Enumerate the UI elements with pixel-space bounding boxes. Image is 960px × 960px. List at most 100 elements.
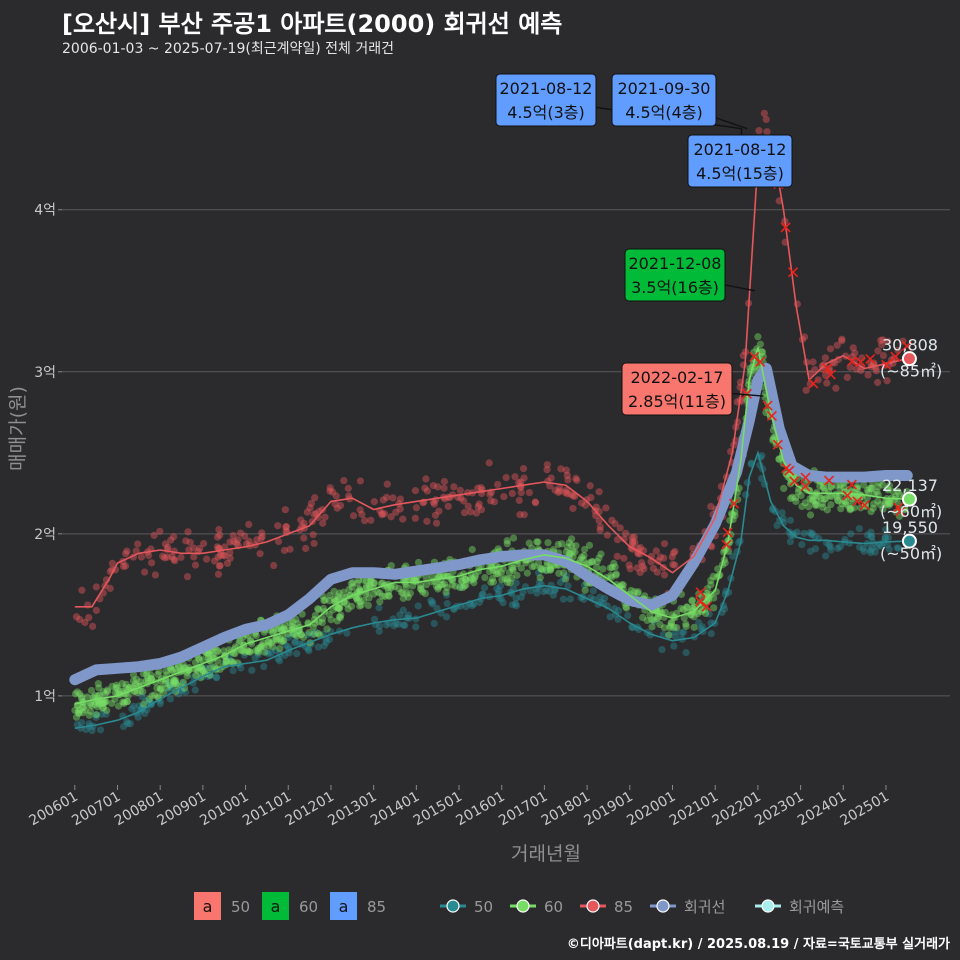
cross-marker bbox=[852, 496, 863, 507]
source-caption: ©디아파트(dapt.kr) / 2025.08.19 / 자료=국토교통부 실… bbox=[566, 937, 950, 952]
scatter-point bbox=[148, 692, 156, 700]
scatter-point bbox=[237, 647, 245, 655]
scatter-point bbox=[418, 588, 427, 596]
scatter-point bbox=[254, 648, 262, 656]
scatter-point bbox=[126, 683, 134, 692]
scatter-point bbox=[321, 513, 329, 521]
scatter-point bbox=[223, 657, 231, 665]
scatter-point bbox=[300, 519, 308, 527]
scatter-point bbox=[710, 604, 718, 612]
scatter-point bbox=[494, 570, 502, 578]
scatter-point bbox=[666, 622, 675, 630]
scatter-point bbox=[689, 604, 697, 612]
scatter-point bbox=[800, 529, 808, 538]
scatter-point bbox=[876, 501, 884, 509]
scatter-point bbox=[122, 550, 130, 558]
scatter-point bbox=[509, 566, 517, 574]
scatter-point bbox=[100, 697, 109, 705]
scatter-point bbox=[169, 680, 178, 688]
y-tick-label: 3억 bbox=[34, 365, 56, 381]
scatter-point bbox=[216, 531, 224, 539]
scatter-point bbox=[867, 532, 875, 540]
scatter-point bbox=[168, 552, 176, 561]
scatter-point bbox=[648, 616, 656, 624]
annotation-box bbox=[624, 248, 726, 302]
scatter-point bbox=[450, 483, 458, 491]
scatter-point bbox=[258, 529, 266, 537]
scatter-point bbox=[494, 545, 502, 553]
scatter-point bbox=[703, 585, 711, 593]
scatter-point bbox=[259, 639, 267, 647]
scatter-point bbox=[430, 619, 438, 628]
cross-marker bbox=[749, 351, 760, 362]
scatter-point bbox=[502, 473, 510, 482]
scatter-point bbox=[881, 534, 889, 542]
scatter-point bbox=[156, 686, 165, 694]
scatter-point bbox=[757, 474, 766, 483]
scatter-point bbox=[840, 497, 848, 505]
scatter-point bbox=[595, 517, 603, 525]
scatter-point bbox=[863, 486, 871, 494]
scatter-point bbox=[470, 600, 478, 608]
scatter-point bbox=[83, 693, 91, 701]
scatter-point bbox=[556, 578, 565, 587]
scatter-point bbox=[530, 562, 539, 570]
scatter-point bbox=[569, 492, 577, 500]
scatter-point bbox=[200, 539, 208, 548]
scatter-point bbox=[269, 627, 277, 635]
scatter-point bbox=[883, 377, 891, 385]
scatter-point bbox=[129, 702, 138, 710]
scatter-point bbox=[546, 561, 555, 570]
scatter-point bbox=[320, 596, 328, 605]
scatter-point bbox=[169, 675, 177, 683]
scatter-point bbox=[280, 546, 289, 555]
scatter-point bbox=[123, 718, 131, 726]
scatter-point bbox=[859, 544, 867, 553]
end-label-unit: (~60㎡) bbox=[880, 502, 942, 521]
scatter-point bbox=[440, 571, 448, 579]
scatter-point bbox=[881, 498, 889, 506]
scatter-point bbox=[161, 554, 169, 562]
scatter-point bbox=[481, 573, 489, 582]
scatter-point bbox=[556, 487, 564, 495]
scatter-point bbox=[412, 577, 420, 586]
scatter-point bbox=[587, 493, 595, 502]
scatter-point bbox=[832, 384, 840, 392]
scatter-point bbox=[191, 658, 200, 667]
scatter-point bbox=[878, 341, 886, 349]
scatter-point bbox=[478, 591, 486, 599]
scatter-point bbox=[821, 354, 829, 362]
annotation-box bbox=[687, 134, 793, 188]
scatter-point bbox=[525, 539, 533, 547]
scatter-point bbox=[515, 496, 523, 504]
scatter-point bbox=[788, 493, 796, 501]
scatter-point bbox=[852, 365, 860, 373]
scatter-point bbox=[294, 628, 303, 636]
scatter-point bbox=[843, 373, 851, 381]
scatter-point bbox=[92, 713, 100, 722]
cross-marker bbox=[741, 388, 752, 399]
scatter-point bbox=[834, 497, 842, 505]
scatter-point bbox=[436, 572, 444, 580]
scatter-point bbox=[312, 628, 320, 636]
scatter-point bbox=[653, 568, 661, 576]
scatter-point bbox=[677, 604, 685, 613]
scatter-point bbox=[124, 692, 132, 700]
scatter-point bbox=[546, 482, 554, 490]
scatter-point bbox=[853, 485, 862, 493]
scatter-point bbox=[75, 709, 83, 717]
scatter-point bbox=[650, 616, 658, 624]
scatter-point bbox=[281, 506, 289, 514]
scatter-point bbox=[87, 686, 96, 695]
scatter-point bbox=[274, 655, 282, 663]
scatter-point bbox=[636, 568, 644, 577]
scatter-point bbox=[585, 541, 594, 549]
scatter-point bbox=[256, 644, 264, 652]
scatter-point bbox=[551, 586, 559, 595]
scatter-point bbox=[331, 500, 339, 508]
scatter-point bbox=[508, 489, 516, 498]
scatter-point bbox=[199, 666, 207, 675]
scatter-point bbox=[304, 645, 312, 653]
scatter-point bbox=[430, 500, 438, 508]
scatter-point bbox=[444, 502, 452, 510]
